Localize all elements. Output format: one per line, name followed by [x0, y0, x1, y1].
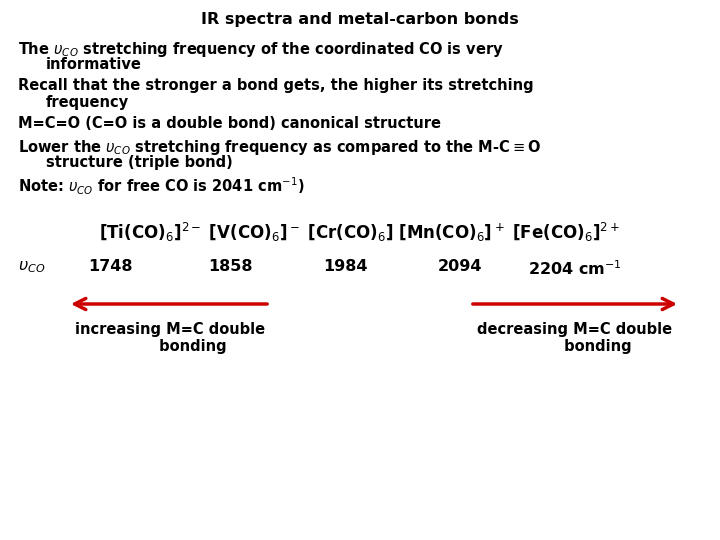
Text: decreasing M=C double
         bonding: decreasing M=C double bonding: [477, 322, 672, 354]
Text: Recall that the stronger a bond gets, the higher its stretching: Recall that the stronger a bond gets, th…: [18, 78, 534, 93]
Text: 2204 cm$^{-1}$: 2204 cm$^{-1}$: [528, 259, 622, 278]
Text: 1748: 1748: [88, 259, 132, 274]
Text: structure (triple bond): structure (triple bond): [46, 155, 233, 170]
Text: frequency: frequency: [46, 95, 129, 110]
Text: $\upsilon_{CO}$: $\upsilon_{CO}$: [18, 259, 45, 275]
Text: 2094: 2094: [438, 259, 482, 274]
Text: Note: $\upsilon_{CO}$ for free CO is 2041 cm$^{-1}$): Note: $\upsilon_{CO}$ for free CO is 204…: [18, 176, 305, 198]
Text: M=C=O (C=O is a double bond) canonical structure: M=C=O (C=O is a double bond) canonical s…: [18, 116, 441, 131]
Text: 1984: 1984: [323, 259, 367, 274]
Text: informative: informative: [46, 57, 142, 72]
Text: Lower the $\upsilon_{CO}$ stretching frequency as compared to the M-C$\equiv$O: Lower the $\upsilon_{CO}$ stretching fre…: [18, 138, 541, 157]
Text: [Ti(CO)$_6$]$^{2-}$ [V(CO)$_6$]$^-$ [Cr(CO)$_6$] [Mn(CO)$_6$]$^+$ [Fe(CO)$_6$]$^: [Ti(CO)$_6$]$^{2-}$ [V(CO)$_6$]$^-$ [Cr(…: [99, 221, 621, 244]
Text: IR spectra and metal-carbon bonds: IR spectra and metal-carbon bonds: [201, 12, 519, 27]
Text: increasing M=C double
         bonding: increasing M=C double bonding: [75, 322, 265, 354]
Text: 1858: 1858: [208, 259, 252, 274]
Text: The $\upsilon_{CO}$ stretching frequency of the coordinated CO is very: The $\upsilon_{CO}$ stretching frequency…: [18, 40, 504, 59]
